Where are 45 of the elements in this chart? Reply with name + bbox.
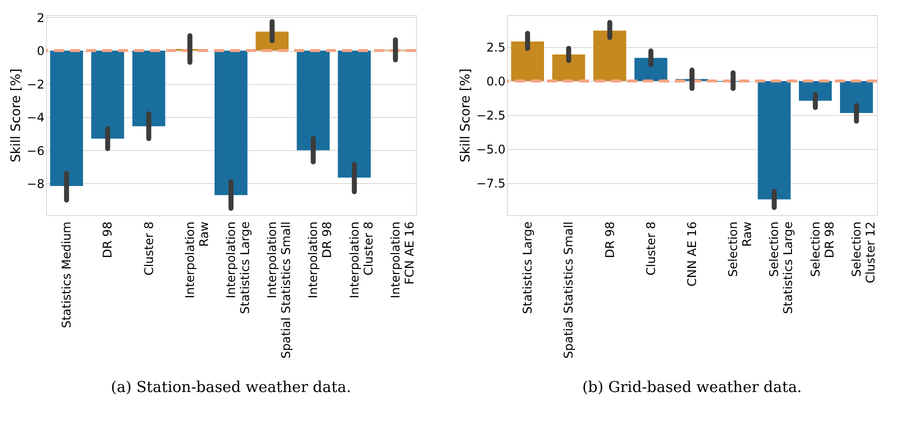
x-tick-label: Selection Cluster 12 xyxy=(849,222,878,284)
x-tick-label: Spatial Statistics Small xyxy=(562,222,576,359)
bar xyxy=(296,50,330,150)
x-tick-label: Cluster 8 xyxy=(142,222,156,276)
x-tick-label: Statistics Medium xyxy=(60,222,74,328)
bar xyxy=(214,50,248,196)
x-tick-label: Interpolation Statistics Large xyxy=(224,222,252,314)
x-tick-label: Interpolation Raw xyxy=(182,221,211,298)
y-tick-label: −2 xyxy=(26,77,44,92)
x-tick-label: CNN AE 16 xyxy=(685,222,699,287)
y-tick-label: −4 xyxy=(26,110,44,125)
bar xyxy=(50,50,83,186)
y-axis-title: Skill Score [%] xyxy=(8,68,24,162)
bar xyxy=(552,54,586,81)
x-tick-label: DR 98 xyxy=(100,222,115,258)
y-tick-label: 0.0 xyxy=(486,74,506,88)
y-tick-label: −6 xyxy=(26,144,44,158)
y-tick-label: −7.5 xyxy=(476,176,506,191)
y-tick-label: 2.5 xyxy=(486,40,506,54)
bar xyxy=(511,42,544,81)
bar xyxy=(840,80,873,113)
bar xyxy=(758,80,791,200)
bar xyxy=(132,50,166,126)
x-tick-label: Interpolation FCN AE 16 xyxy=(388,222,416,298)
y-tick-label: 2 xyxy=(36,10,44,25)
x-tick-label: Interpolation DR 98 xyxy=(306,222,334,298)
x-tick-label: Selection Statistics Large xyxy=(767,222,796,314)
x-tick-label: Selection Raw xyxy=(726,221,754,277)
x-tick-label: Statistics Large xyxy=(520,222,535,314)
y-tick-label: 0 xyxy=(36,44,44,58)
y-tick-label: −2.5 xyxy=(476,108,506,122)
x-tick-label: Interpolation Spatial Statistics Small xyxy=(265,222,294,359)
text: (a) Station-based weather data. xyxy=(110,378,352,396)
y-axis-title: Skill Score [%] xyxy=(458,68,474,162)
text: (b) Grid-based weather data. xyxy=(582,378,802,396)
bar xyxy=(798,80,832,101)
y-tick-label: −8 xyxy=(26,176,44,191)
x-tick-label: Interpolation Cluster 8 xyxy=(347,222,376,298)
x-tick-label: DR 98 xyxy=(602,222,617,258)
x-tick-label: Selection DR 98 xyxy=(808,222,836,277)
x-tick-label: Cluster 8 xyxy=(644,222,658,276)
bar xyxy=(338,50,371,178)
bar xyxy=(91,50,124,139)
bar xyxy=(593,30,626,81)
y-tick-label: −5.0 xyxy=(476,142,506,157)
